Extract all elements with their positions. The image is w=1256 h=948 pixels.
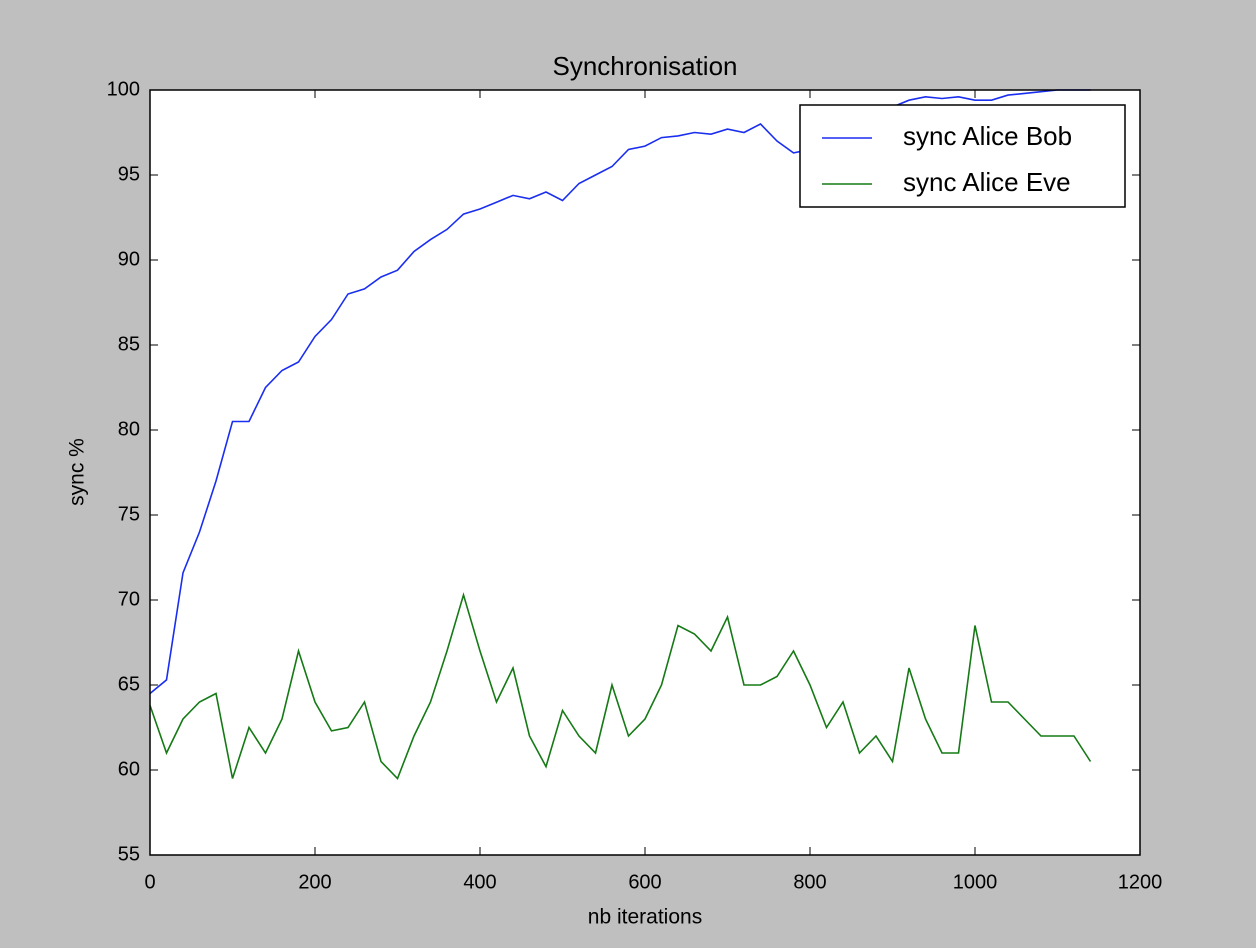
- x-tick-label: 200: [298, 871, 331, 893]
- y-tick-label: 95: [118, 163, 140, 185]
- series-line: [149, 89, 1091, 695]
- y-tick-label: 65: [118, 673, 140, 695]
- x-tick-label: 1000: [953, 871, 998, 893]
- plot-area: [150, 90, 1140, 855]
- y-tick-label: 75: [118, 503, 140, 525]
- series-line: [149, 592, 1092, 780]
- x-tick-label: 600: [628, 871, 661, 893]
- y-tick-label: 85: [118, 333, 140, 355]
- y-tick-label: 60: [118, 758, 140, 780]
- y-tick-label: 100: [107, 78, 140, 100]
- legend: sync Alice Bob sync Alice Eve: [799, 104, 1126, 208]
- x-tick-label: 400: [463, 871, 496, 893]
- legend-label: sync Alice Bob: [903, 121, 1072, 151]
- x-tick-label: 0: [144, 871, 155, 893]
- y-tick-label: 70: [118, 588, 140, 610]
- legend-box: [799, 104, 1126, 208]
- x-tick-label: 1200: [1118, 871, 1163, 893]
- x-tick-label: 800: [793, 871, 826, 893]
- x-axis-label: nb iterations: [588, 906, 702, 929]
- y-axis-label: sync %: [66, 438, 89, 506]
- y-tick-label: 90: [118, 248, 140, 270]
- chart-title: Synchronisation: [553, 51, 738, 81]
- legend-label: sync Alice Eve: [903, 167, 1071, 197]
- plot-content: [149, 89, 1092, 780]
- y-tick-label: 80: [118, 418, 140, 440]
- y-tick-label: 55: [118, 843, 140, 865]
